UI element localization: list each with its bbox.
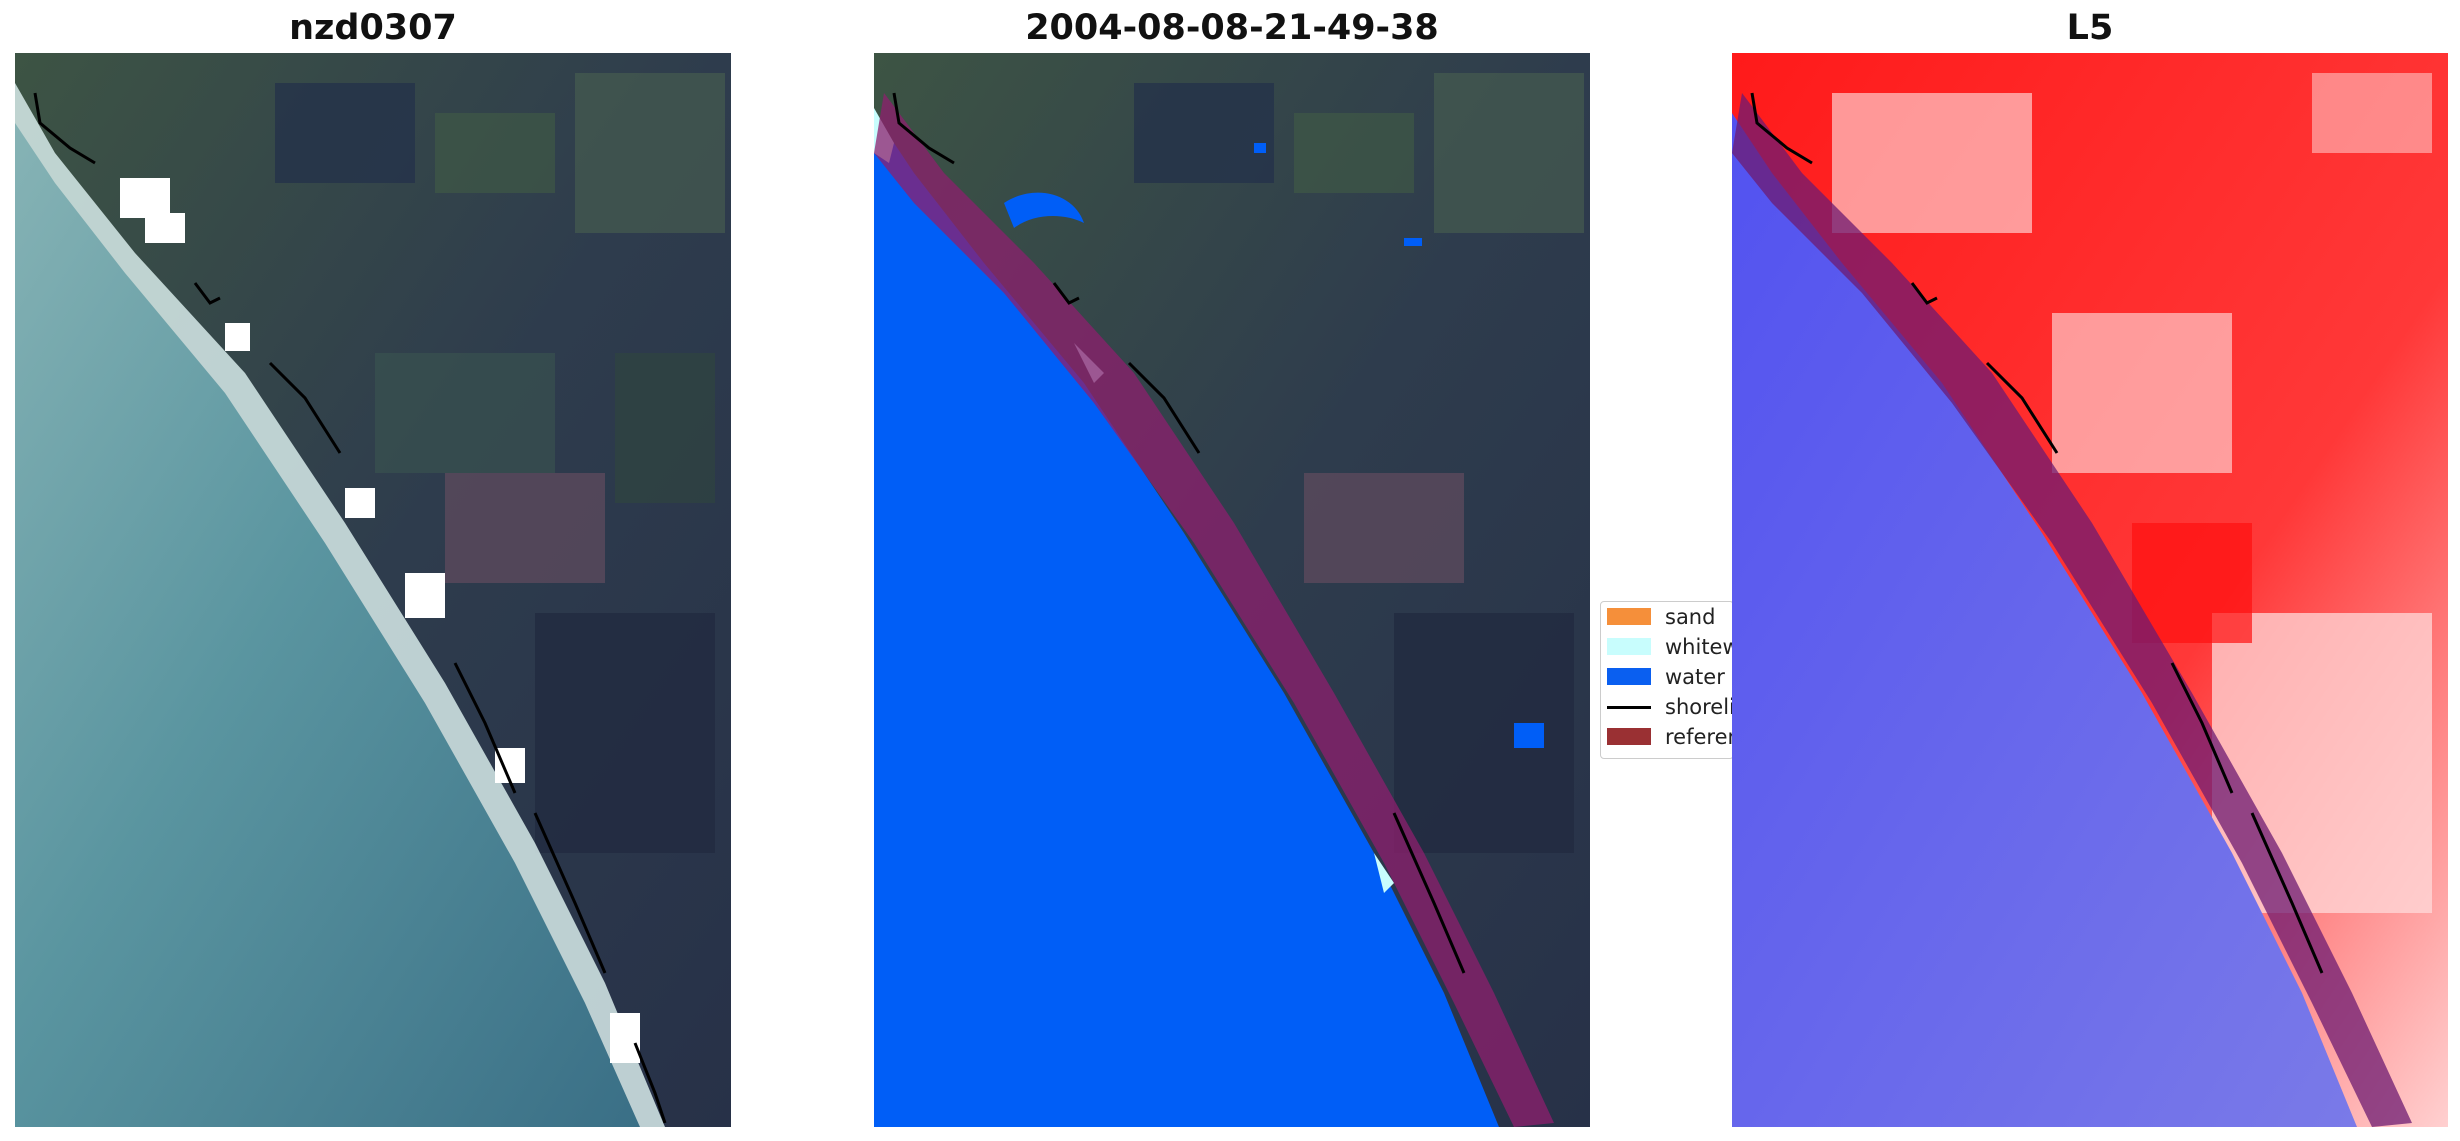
legend-line-shoreline [1607, 706, 1651, 709]
legend-swatch-water [1607, 668, 1651, 685]
legend-swatch-sand [1607, 608, 1651, 625]
panel-title-rgb: nzd0307 [289, 8, 457, 48]
legend-swatch-whitewater [1607, 638, 1651, 655]
legend-swatch-reference-buffer [1607, 728, 1651, 745]
index-image-panel [1732, 53, 2448, 1127]
legend-item-water: water [1601, 662, 1733, 692]
legend-label-reference-buffer: reference shoreline buffer [1665, 725, 1733, 749]
index-image [1732, 53, 2448, 1127]
panel-title-index: L5 [2066, 8, 2114, 48]
legend-item-shoreline: shoreline [1601, 692, 1733, 722]
legend-label-water: water [1665, 665, 1725, 689]
legend-label-sand: sand [1665, 605, 1716, 629]
panel-title-classified: 2004-08-08-21-49-38 [1025, 8, 1439, 48]
legend-item-reference-buffer: reference shoreline buffer [1601, 722, 1733, 752]
classified-image-panel [874, 53, 1590, 1127]
classified-image [874, 53, 1590, 1127]
legend-item-sand: sand [1601, 602, 1733, 632]
rgb-image-panel [15, 53, 731, 1127]
rgb-image [15, 53, 731, 1127]
legend-label-shoreline: shoreline [1665, 695, 1733, 719]
